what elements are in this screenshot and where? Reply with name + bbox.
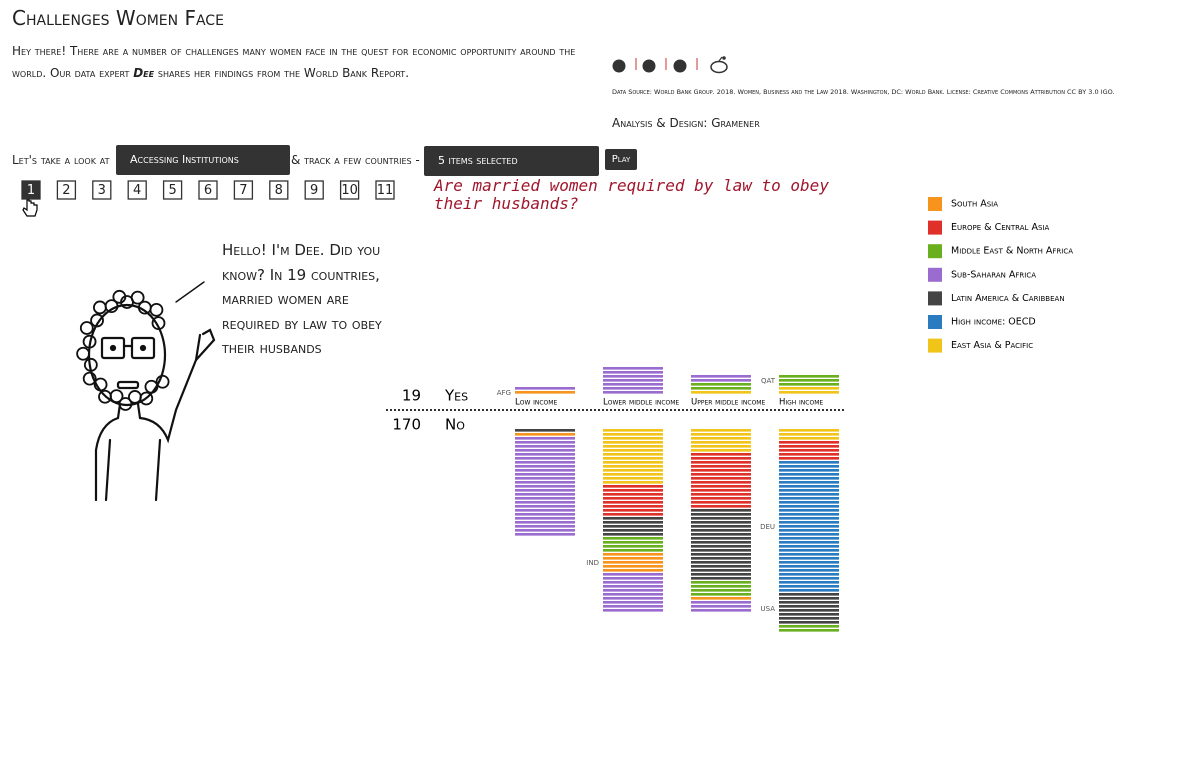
legend-swatch	[928, 267, 942, 282]
hair-curl	[82, 334, 97, 349]
intro-text: Hey there! There are a number of challen…	[12, 40, 597, 84]
hair-curl	[104, 299, 119, 314]
controls-label: Let's take a look at	[12, 153, 110, 167]
page-number: 7	[239, 183, 247, 198]
legend-label: Europe & Central Asia	[951, 222, 1049, 233]
answer-count: 19	[402, 387, 421, 405]
cursor-icon	[22, 199, 38, 217]
hair-curl	[93, 377, 108, 392]
page-number: 2	[62, 183, 70, 198]
hair-curl	[112, 289, 127, 304]
page-button[interactable]	[127, 180, 147, 200]
page-button[interactable]	[198, 180, 218, 200]
page-number: 10	[341, 183, 358, 198]
hair-curl	[83, 357, 98, 372]
data-source: Data Source: World Bank Group. 2018. Wom…	[612, 88, 1115, 96]
hair-curl	[109, 389, 124, 404]
hair-curl	[149, 302, 164, 317]
legend-swatch	[928, 338, 942, 353]
legend-swatch	[928, 315, 942, 329]
reddit-icon[interactable]	[710, 56, 728, 74]
twitter-icon[interactable]	[612, 59, 626, 73]
page-number: 5	[168, 183, 176, 198]
hair-curl	[79, 321, 94, 335]
legend-label: High income: OECD	[951, 317, 1036, 328]
page-number: 3	[98, 183, 106, 198]
speech-bubble: Hello! I'm Dee. Did you know? In 19 coun…	[222, 241, 382, 357]
group-label: Low income	[515, 398, 557, 408]
topic-dropdown[interactable]: Accessing Institutions	[116, 145, 290, 175]
page-button[interactable]	[56, 180, 77, 200]
page-number: 11	[377, 183, 394, 198]
page-button[interactable]	[339, 180, 360, 200]
intro-text: shares her findings from the World Bank …	[154, 66, 410, 80]
answer-count: 170	[392, 416, 421, 434]
page-number: 8	[275, 183, 283, 198]
page-number: 1	[27, 183, 35, 198]
page-button[interactable]	[375, 180, 395, 200]
answer-label: Yes	[444, 387, 468, 405]
country-label: IND	[586, 559, 599, 567]
page-number: 6	[204, 183, 212, 198]
linkedin-icon[interactable]	[673, 59, 687, 73]
play-button[interactable]: Play	[605, 149, 637, 170]
legend-swatch	[928, 197, 942, 211]
group-label: Upper middle income	[691, 398, 765, 408]
group-label: High income	[779, 398, 823, 408]
page-button[interactable]	[92, 180, 112, 200]
credit: Analysis & Design: Gramener	[612, 116, 760, 130]
hair-curl	[98, 389, 112, 404]
hair-curl	[76, 346, 91, 361]
facebook-icon[interactable]	[642, 59, 656, 73]
page-number: 9	[310, 183, 318, 198]
legend-label: South Asia	[951, 199, 998, 210]
legend-label: Middle East & North Africa	[951, 246, 1073, 257]
page-title: Challenges Women Face	[12, 6, 224, 30]
hair-curl	[151, 316, 166, 331]
question: Are married women required by law to obe…	[434, 176, 829, 213]
legend-label: Latin America & Caribbean	[951, 293, 1065, 304]
intro-text: Hey there! There are a number of challen…	[12, 44, 576, 80]
social-icons	[612, 56, 728, 74]
legend-label: East Asia & Pacific	[951, 340, 1033, 351]
hair-curl	[144, 379, 159, 394]
hair-curl	[130, 290, 145, 305]
hair-curl	[93, 300, 107, 315]
legend-label: Sub-Saharan Africa	[951, 269, 1036, 280]
hair-curl	[90, 313, 104, 328]
country-dropdown[interactable]: 5 items selected	[424, 146, 599, 176]
country-label: QAT	[761, 377, 776, 385]
legend-swatch	[928, 291, 942, 306]
page-button[interactable]	[21, 180, 41, 200]
hair-curl	[155, 374, 170, 389]
page-button[interactable]	[162, 180, 183, 200]
page-button[interactable]	[269, 180, 289, 200]
expert-name: Dee	[133, 66, 155, 80]
hair-curl	[82, 371, 97, 386]
dee-illustration	[76, 281, 216, 502]
hair-curl	[128, 390, 142, 404]
page-button[interactable]	[233, 180, 254, 200]
page-number: 4	[133, 183, 141, 198]
country-label: AFG	[497, 389, 511, 397]
legend-swatch	[928, 244, 942, 259]
answer-label: No	[445, 416, 465, 434]
country-label: DEU	[760, 523, 775, 531]
group-label: Lower middle income	[603, 398, 679, 408]
controls-label: & track a few countries -	[291, 153, 420, 167]
country-label: USA	[761, 605, 776, 613]
legend-swatch	[928, 220, 942, 235]
page-button[interactable]	[304, 180, 324, 200]
